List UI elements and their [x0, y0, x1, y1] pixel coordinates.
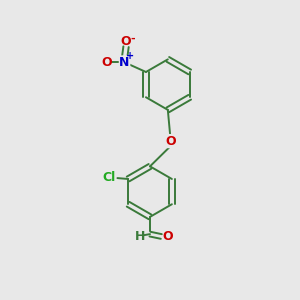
Text: +: + [126, 51, 135, 61]
Text: N: N [119, 56, 130, 69]
Text: O: O [165, 135, 175, 148]
Text: Cl: Cl [102, 171, 115, 184]
Text: H: H [134, 230, 145, 243]
Text: -: - [130, 34, 135, 44]
Text: O: O [101, 56, 112, 69]
Text: O: O [162, 230, 172, 243]
Text: O: O [121, 35, 131, 48]
